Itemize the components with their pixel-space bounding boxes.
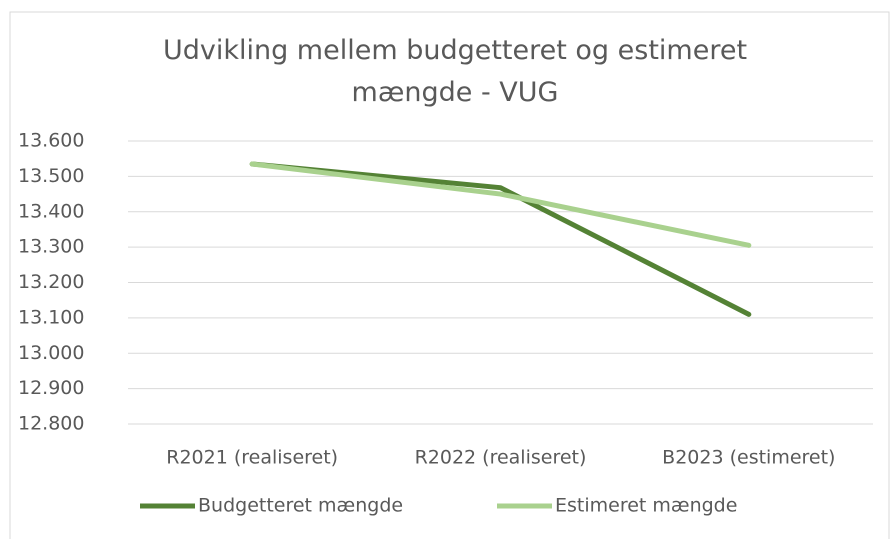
legend-label: Budgetteret mængde <box>198 495 403 517</box>
chart-title: Udvikling mellem budgetteret og estimere… <box>162 35 748 108</box>
chart-border <box>9 11 890 539</box>
x-tick-label: B2023 (estimeret) <box>662 447 835 469</box>
x-tick-label: R2022 (realiseret) <box>415 447 587 469</box>
y-tick-label: 13.300 <box>18 236 84 258</box>
x-tick-label: R2021 (realiseret) <box>166 447 338 469</box>
series-line <box>249 161 752 317</box>
y-tick-label: 12.800 <box>18 413 84 435</box>
y-tick-label: 13.000 <box>18 342 84 364</box>
legend-label: Estimeret mængde <box>555 495 737 517</box>
y-tick-label: 13.500 <box>18 165 84 187</box>
series-line <box>249 161 752 248</box>
y-tick-label: 13.400 <box>18 200 84 222</box>
y-tick-label: 12.900 <box>18 377 84 399</box>
y-tick-label: 13.200 <box>18 271 84 293</box>
y-tick-label: 13.100 <box>18 306 84 328</box>
y-tick-label: 13.600 <box>18 130 84 152</box>
